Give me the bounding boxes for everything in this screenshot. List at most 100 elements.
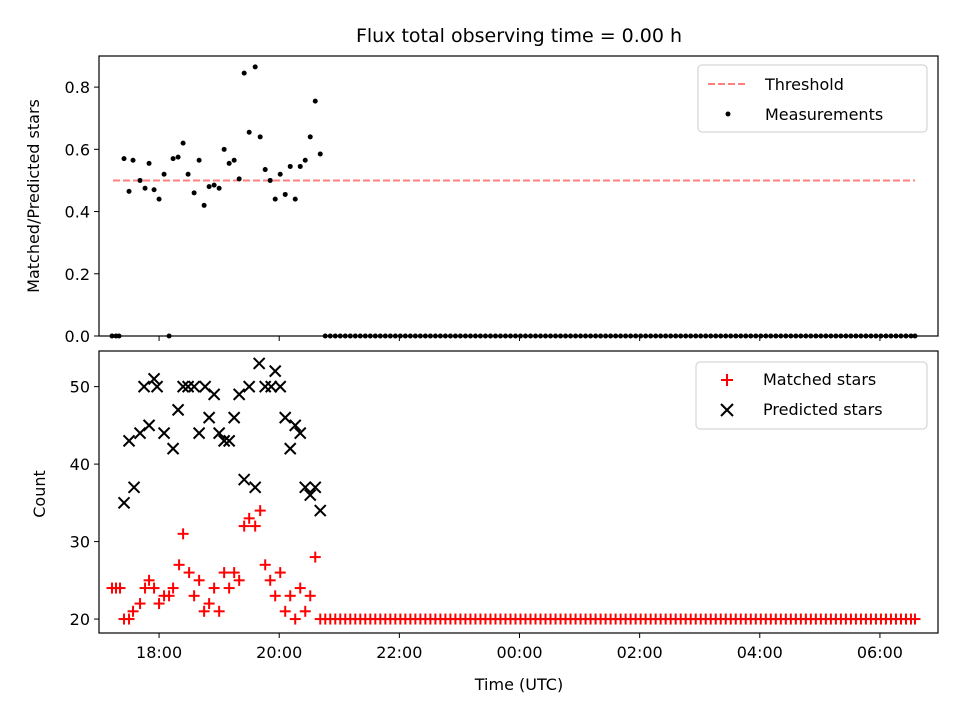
measurement-point xyxy=(277,171,283,177)
bottom-legend-box xyxy=(695,361,928,430)
predicted-star-point xyxy=(274,380,287,393)
matched-star-point xyxy=(148,582,160,594)
matched-star-point xyxy=(294,582,306,594)
y-tick-label: 30 xyxy=(70,533,90,552)
figure-title: Flux total observing time = 0.00 h xyxy=(356,25,682,47)
predicted-star-point xyxy=(248,481,262,494)
predicted-star-point xyxy=(289,419,302,432)
matched-star-point xyxy=(254,505,266,517)
matched-star-point xyxy=(289,613,301,625)
matched-star-point xyxy=(123,613,135,625)
measurement-point xyxy=(151,187,157,193)
predicted-star-point xyxy=(237,473,251,486)
bottom-x-axis: 18:00 20:00 22:00 00:00 02:00 04:00 06:00 xyxy=(136,633,903,662)
measurement-point xyxy=(272,196,278,202)
measurement-point xyxy=(161,171,167,177)
matched-legend-swatch xyxy=(721,374,733,386)
matched-star-point xyxy=(249,520,261,532)
predicted-star-point xyxy=(299,481,312,494)
measurement-point xyxy=(262,167,268,173)
predicted-star-point xyxy=(122,434,136,448)
matched-star-point xyxy=(208,582,220,594)
x-tick-label: 22:00 xyxy=(376,643,422,662)
predicted-stars-series xyxy=(117,357,327,517)
predicted-star-point xyxy=(192,426,206,440)
predicted-star-point xyxy=(212,426,226,440)
y-tick-label: 0.8 xyxy=(65,78,90,97)
matched-star-point xyxy=(114,582,126,594)
matched-star-point xyxy=(279,605,291,617)
matched-star-point xyxy=(274,567,286,579)
bottom-y-axis: 20 30 40 50 xyxy=(70,378,99,629)
measurement-point xyxy=(282,191,288,197)
matched-star-point xyxy=(153,598,165,610)
x-tick-label: 02:00 xyxy=(617,643,663,662)
matched-star-point xyxy=(134,598,146,610)
measurement-point xyxy=(226,160,232,166)
bottom-y-axis-label: Count xyxy=(30,470,49,518)
predicted-star-point xyxy=(304,488,317,502)
matched-star-point xyxy=(203,598,215,610)
matched-star-point xyxy=(163,590,175,602)
predicted-star-point xyxy=(264,380,278,393)
bottom-plot-area xyxy=(106,357,921,625)
matched-star-point xyxy=(309,551,321,563)
x-tick-label: 06:00 xyxy=(857,643,903,662)
predicted-star-point xyxy=(269,364,282,378)
predicted-star-point xyxy=(117,496,131,510)
matched-star-point xyxy=(173,559,185,571)
predicted-star-point xyxy=(242,380,256,393)
top-y-axis-label: Matched/Predicted stars xyxy=(24,99,43,293)
predicted-star-point xyxy=(202,411,216,424)
measurement-point xyxy=(185,171,191,177)
top-panel: 0.00.20.40.60.8 Matched/Predicted stars … xyxy=(24,55,939,346)
measurement-point xyxy=(307,134,313,140)
matched-star-point xyxy=(188,590,200,602)
matched-star-point xyxy=(183,567,195,579)
measurement-point xyxy=(221,146,227,152)
measurement-point xyxy=(297,163,303,169)
measurement-point xyxy=(292,196,298,202)
threshold-legend-label: Threshold xyxy=(764,75,844,94)
top-plot-area xyxy=(109,64,918,339)
y-tick-label: 0.0 xyxy=(65,327,90,346)
predicted-star-point xyxy=(147,372,161,386)
measurement-point xyxy=(287,163,293,169)
x-tick-label: 20:00 xyxy=(256,643,302,662)
measurement-point xyxy=(170,156,176,162)
x-tick-label: 00:00 xyxy=(496,643,542,662)
predicted-star-point xyxy=(279,411,292,424)
predicted-star-point xyxy=(217,434,231,448)
measurement-point xyxy=(130,157,136,163)
predicted-star-point xyxy=(187,380,201,393)
x-axis-label: Time (UTC) xyxy=(474,675,563,694)
matched-star-point xyxy=(243,512,255,524)
top-legend-box xyxy=(697,64,928,133)
measurement-point xyxy=(121,156,127,162)
measurement-point xyxy=(267,177,273,183)
measurement-point xyxy=(252,64,258,70)
measurement-point xyxy=(146,160,152,166)
measurement-point xyxy=(126,188,132,194)
predicted-star-point xyxy=(166,442,180,455)
measurement-point xyxy=(216,185,222,191)
predicted-star-point xyxy=(232,388,246,401)
top-axes-frame xyxy=(98,55,939,337)
bottom-panel: 20 30 40 50 18:00 20:00 22:00 00:00 02:00 04:00 0… xyxy=(30,350,939,694)
matched-star-point xyxy=(233,574,245,586)
predicted-star-point xyxy=(127,481,141,494)
measurement-point xyxy=(211,182,217,188)
predicted-star-point xyxy=(284,442,297,455)
bottom-legend: Matched stars Predicted stars xyxy=(695,361,928,430)
matched-star-point xyxy=(193,574,205,586)
predicted-star-point xyxy=(157,426,171,440)
matched-star-point xyxy=(269,590,281,602)
predicted-star-point xyxy=(309,481,322,494)
predicted-legend-swatch xyxy=(720,403,734,417)
predicted-star-point xyxy=(176,380,190,393)
measurement-point xyxy=(257,134,263,140)
y-tick-label: 40 xyxy=(70,455,90,474)
measurement-point xyxy=(191,190,197,196)
measurement-point xyxy=(142,185,148,191)
measurement-point xyxy=(236,176,242,182)
